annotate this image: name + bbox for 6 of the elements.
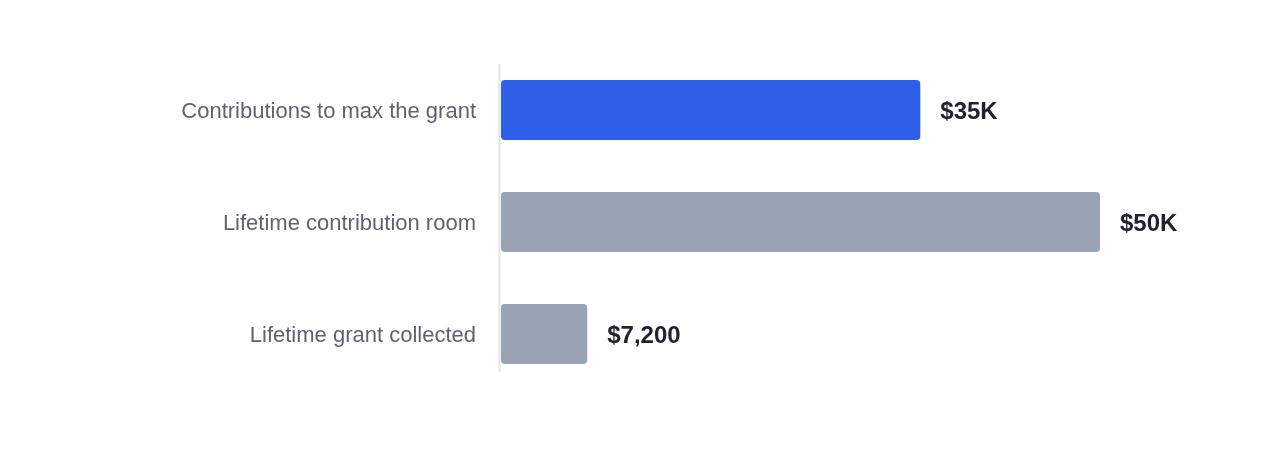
y-tick-label: Contributions to max the grant [181,97,476,123]
data-label: $50K [1120,208,1179,236]
y-tick-label: Lifetime grant collected [249,321,476,347]
data-label: $35K [940,96,999,124]
data-label: $7,200 [607,320,681,348]
y-tick-label: Lifetime contribution room [222,209,476,235]
